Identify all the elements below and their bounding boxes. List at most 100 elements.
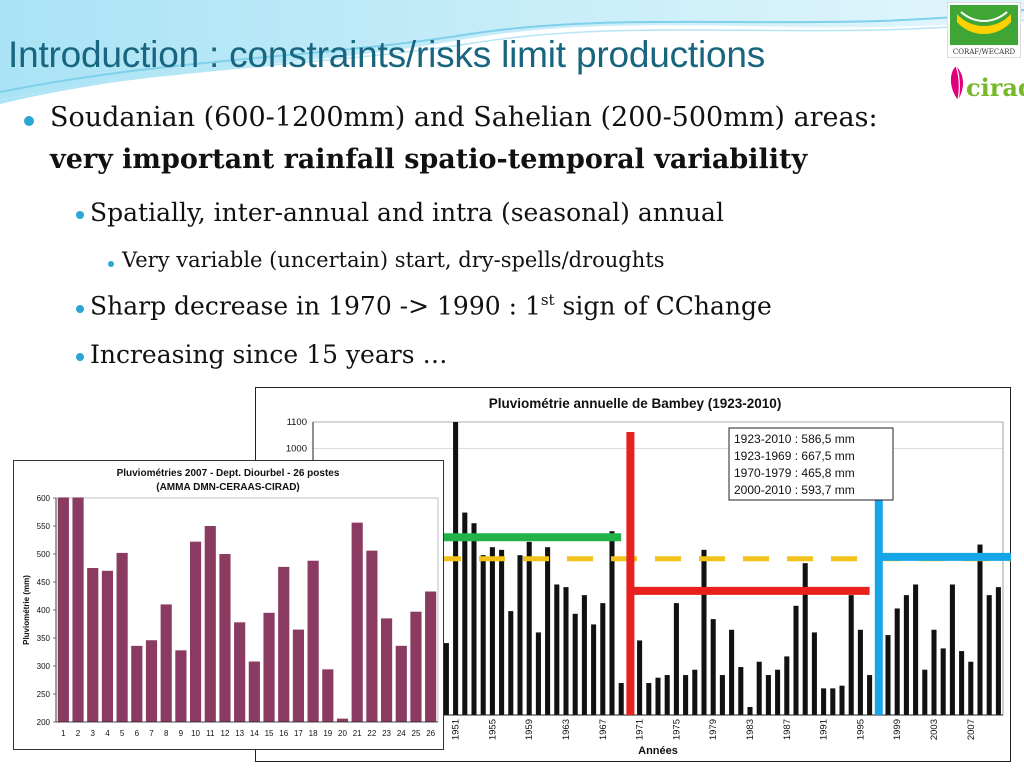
bullet-4: Sharp decrease in 1970 -> 1990 : 1st sig…	[90, 291, 772, 320]
x-tick-label: 1999	[892, 719, 903, 740]
x-tick-label: 1	[61, 729, 66, 738]
diourbel-rainfall-chart: Pluviométries 2007 - Dept. Diourbel - 26…	[13, 460, 444, 750]
bar-2001	[913, 584, 919, 715]
bullet-2: Spatially, inter-annual and intra (seaso…	[90, 198, 724, 227]
bar-5	[116, 552, 128, 722]
x-tick-label: 24	[397, 729, 406, 738]
bar-7	[145, 640, 158, 722]
bar-22	[366, 550, 378, 722]
bar-1998	[885, 635, 891, 715]
bar-1957	[508, 611, 514, 715]
bar-1996	[867, 675, 873, 715]
bar-2003	[931, 629, 937, 715]
bullet-4-sup: st	[540, 291, 555, 309]
bar-1959	[526, 541, 532, 715]
bar-2000	[903, 595, 909, 715]
bar-2008	[977, 544, 983, 715]
bar-1981	[729, 629, 735, 715]
bar-13	[234, 622, 246, 722]
x-tick-label: 1967	[598, 719, 609, 740]
bar-10	[189, 541, 202, 722]
x-tick-label: 2007	[966, 719, 977, 740]
chart-title: Pluviométrie annuelle de Bambey (1923-20…	[489, 396, 782, 411]
bar-20	[336, 718, 349, 722]
bar-21	[351, 522, 363, 722]
bar-2006	[959, 651, 965, 715]
bar-6	[131, 645, 143, 722]
bar-17	[292, 629, 305, 722]
bar-1963	[563, 587, 569, 715]
x-tick-label: 1979	[708, 719, 719, 740]
x-tick-label: 21	[353, 729, 362, 738]
bar-1954	[480, 555, 486, 715]
y-tick-label: 1100	[287, 417, 307, 428]
bar-1986	[775, 669, 781, 715]
bar-1964	[572, 613, 578, 715]
x-tick-label: 19	[323, 729, 332, 738]
x-tick-label: 5	[120, 729, 125, 738]
bar-1955	[489, 547, 495, 715]
bar-1951	[453, 422, 459, 715]
y-tick-label: 300	[37, 662, 51, 671]
legend-entry: 1970-1979 : 465,8 mm	[734, 466, 855, 480]
x-tick-label: 11	[206, 729, 215, 738]
bar-1975	[673, 603, 679, 715]
bar-2007	[968, 661, 974, 715]
x-tick-label: 1951	[451, 719, 462, 740]
bar-1988	[793, 605, 799, 715]
x-tick-label: 6	[135, 729, 140, 738]
x-tick-label: 1959	[524, 719, 535, 740]
y-tick-label: 350	[37, 634, 51, 643]
bar-1978	[701, 549, 707, 715]
bar-1982	[738, 667, 744, 715]
bar-1994	[848, 595, 854, 715]
chart-title: Pluviométries 2007 - Dept. Diourbel - 26…	[117, 468, 340, 479]
bar-1956	[499, 549, 505, 715]
bullet-dot	[76, 353, 84, 361]
bar-24	[395, 645, 407, 722]
x-tick-label: 10	[191, 729, 200, 738]
y-tick-label: 550	[37, 522, 51, 531]
bar-1968	[609, 531, 615, 715]
bar-1969	[618, 683, 624, 715]
bar-25	[410, 611, 422, 722]
x-tick-label: 25	[412, 729, 421, 738]
bar-1	[57, 497, 69, 722]
bar-1992	[830, 688, 836, 715]
x-tick-label: 15	[265, 729, 274, 738]
bar-11	[204, 526, 216, 722]
bar-1983	[747, 707, 753, 715]
bar-1953	[471, 523, 477, 715]
x-tick-label: 1991	[819, 719, 830, 740]
legend-entry: 1923-1969 : 667,5 mm	[734, 449, 855, 463]
x-tick-label: 1995	[855, 719, 866, 740]
bar-1972	[646, 683, 652, 715]
bar-1993	[839, 685, 845, 715]
bar-1991	[821, 688, 827, 715]
x-tick-label: 1987	[782, 719, 793, 740]
bar-1966	[591, 624, 597, 715]
x-tick-label: 20	[338, 729, 347, 738]
bar-1995	[857, 629, 863, 715]
bar-1974	[664, 675, 670, 715]
bar-1984	[756, 661, 762, 715]
bar-1977	[692, 669, 698, 715]
x-tick-label: 13	[235, 729, 244, 738]
x-tick-label: 3	[91, 729, 96, 738]
bar-8	[160, 604, 172, 722]
y-tick-label: 600	[37, 494, 51, 503]
y-tick-label: 200	[37, 718, 51, 727]
bullet-dot	[76, 211, 84, 219]
cirad-logo-text: cirad	[966, 73, 1024, 102]
x-tick-label: 7	[149, 729, 154, 738]
slide-title: Introduction : constraints/risks limit p…	[8, 34, 766, 75]
bar-1961	[545, 547, 551, 715]
bullet-1-line2: very important rainfall spatio-temporal …	[50, 144, 808, 175]
x-tick-label: 2	[76, 729, 81, 738]
y-tick-label: 500	[37, 550, 51, 559]
legend-entry: 2000-2010 : 593,7 mm	[734, 483, 855, 497]
x-tick-label: 16	[279, 729, 288, 738]
bar-1971	[637, 640, 643, 715]
x-tick-label: 1971	[635, 719, 646, 740]
x-tick-label: 22	[367, 729, 376, 738]
